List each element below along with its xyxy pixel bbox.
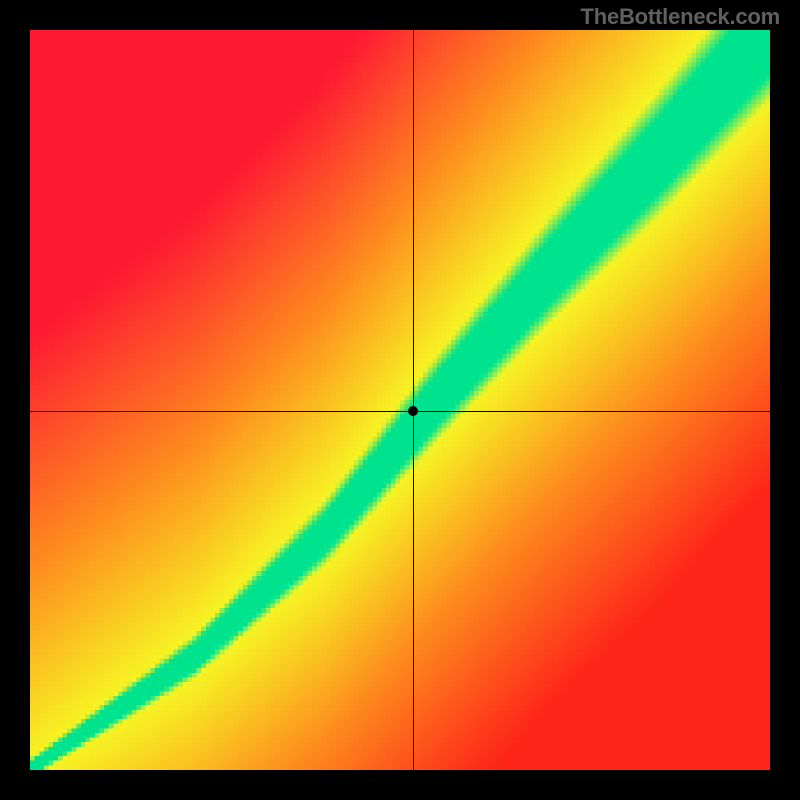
crosshair-vertical — [413, 30, 414, 770]
plot-area — [30, 30, 770, 770]
watermark-text: TheBottleneck.com — [580, 4, 780, 30]
figure-container: TheBottleneck.com — [0, 0, 800, 800]
heatmap-canvas — [30, 30, 770, 770]
crosshair-horizontal — [30, 411, 770, 412]
crosshair-marker-dot — [408, 406, 418, 416]
